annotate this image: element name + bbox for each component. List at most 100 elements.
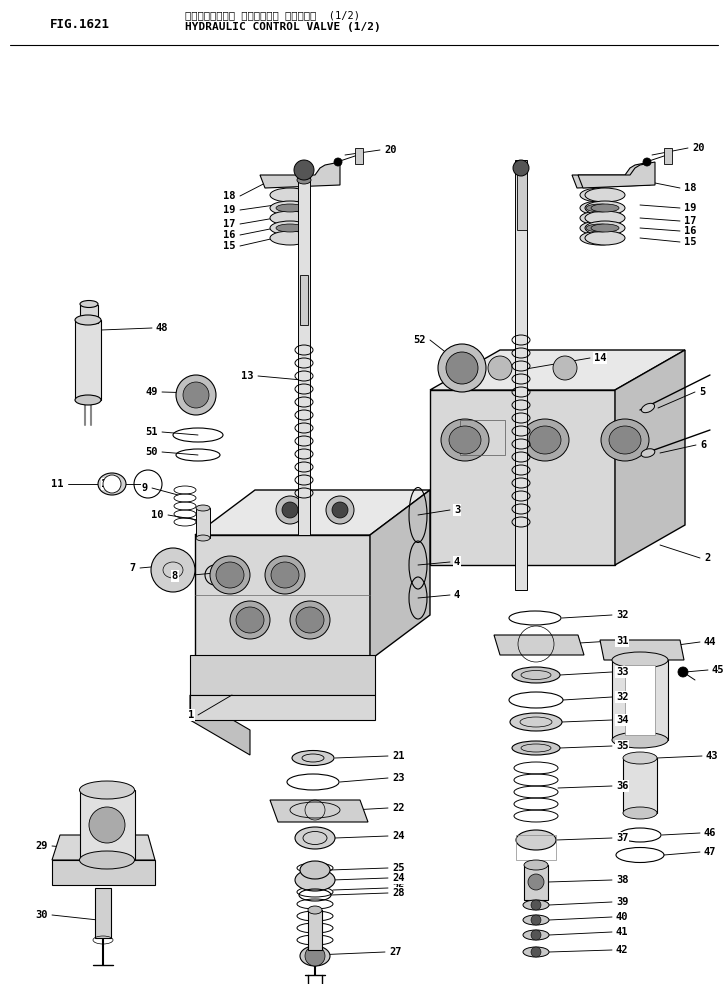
Circle shape [643,158,651,166]
Bar [298,165,310,535]
Text: 12: 12 [101,479,114,489]
Bar [80,305,98,323]
Ellipse shape [79,781,135,799]
Text: 35: 35 [616,741,628,751]
Text: 24: 24 [392,831,405,841]
Text: 40: 40 [616,912,628,922]
Bar [355,148,363,164]
Ellipse shape [585,221,625,235]
Bar [80,790,135,860]
Text: 26: 26 [392,883,405,893]
Text: 15: 15 [223,241,236,251]
Ellipse shape [641,449,655,458]
Text: 16: 16 [684,226,697,236]
Bar [664,148,672,164]
Circle shape [678,667,688,677]
Text: 44: 44 [704,637,716,647]
Ellipse shape [585,211,625,225]
Text: 33: 33 [616,667,628,677]
Ellipse shape [216,562,244,588]
Circle shape [176,375,216,415]
Text: 50: 50 [146,447,158,457]
Ellipse shape [276,204,304,212]
Ellipse shape [296,607,324,633]
Ellipse shape [512,741,560,755]
Ellipse shape [512,667,560,683]
Bar [524,865,548,900]
Text: 1: 1 [188,710,194,720]
Ellipse shape [591,204,619,212]
Circle shape [531,947,541,957]
Text: 32: 32 [616,610,628,620]
Ellipse shape [523,947,549,957]
Ellipse shape [585,201,625,215]
Ellipse shape [580,188,620,202]
Text: 4: 4 [454,557,460,567]
Text: 18: 18 [223,191,236,201]
Ellipse shape [80,300,98,307]
Ellipse shape [300,861,330,879]
Bar [95,888,111,938]
Bar [308,910,322,950]
Text: 42: 42 [616,945,628,955]
Polygon shape [572,162,650,188]
Ellipse shape [612,732,668,748]
Circle shape [332,502,348,518]
Ellipse shape [98,473,126,495]
Ellipse shape [196,535,210,541]
Text: 10: 10 [151,510,164,520]
Ellipse shape [591,224,619,232]
Ellipse shape [230,601,270,639]
Ellipse shape [524,860,548,870]
Polygon shape [430,350,685,390]
Circle shape [326,496,354,524]
Circle shape [531,915,541,925]
Text: 15: 15 [684,237,697,247]
Circle shape [294,160,314,180]
Ellipse shape [586,204,614,212]
Text: 21: 21 [392,751,405,761]
Ellipse shape [585,188,625,202]
Ellipse shape [295,869,335,891]
Text: 45: 45 [712,665,724,675]
Polygon shape [494,635,584,655]
Text: 43: 43 [706,751,719,761]
Bar [196,508,210,538]
Ellipse shape [265,556,305,594]
Ellipse shape [523,900,549,910]
Ellipse shape [510,713,562,731]
Ellipse shape [75,395,101,405]
Ellipse shape [623,752,657,764]
Polygon shape [260,162,340,188]
Text: 17: 17 [223,219,236,229]
Ellipse shape [270,211,310,225]
Text: 37: 37 [616,833,628,843]
Text: 47: 47 [704,847,716,857]
Circle shape [282,502,298,518]
Ellipse shape [295,827,335,849]
Bar [517,170,527,230]
Ellipse shape [641,403,654,412]
Ellipse shape [75,315,101,325]
Circle shape [553,356,577,380]
Text: 5: 5 [699,387,705,397]
Ellipse shape [523,915,549,925]
Text: 31: 31 [616,636,628,646]
Circle shape [89,807,125,843]
Bar [75,320,101,400]
Text: 13: 13 [242,371,254,381]
Polygon shape [430,390,615,565]
Circle shape [183,382,209,408]
Bar [300,275,308,325]
Polygon shape [195,535,370,660]
Text: 14: 14 [594,353,606,363]
Ellipse shape [449,426,481,454]
Ellipse shape [523,930,549,940]
Ellipse shape [585,231,625,245]
Circle shape [151,548,195,592]
Ellipse shape [196,505,210,511]
Ellipse shape [623,807,657,819]
Ellipse shape [270,201,310,215]
Ellipse shape [290,601,330,639]
Polygon shape [270,800,368,822]
